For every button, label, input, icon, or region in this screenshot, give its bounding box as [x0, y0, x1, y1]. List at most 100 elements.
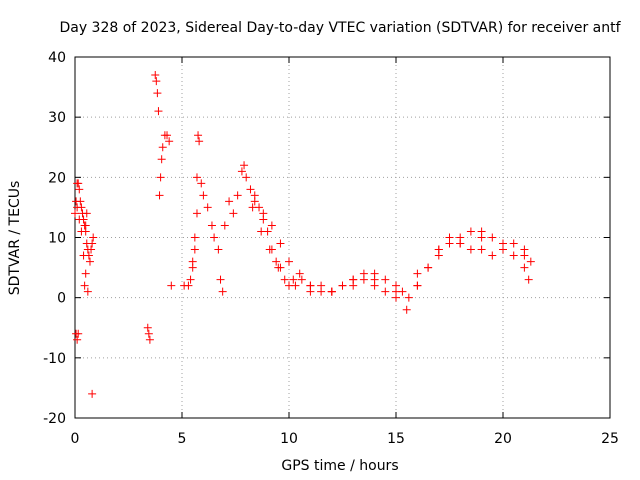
y-tick-label: -10 [43, 351, 66, 367]
data-point [203, 203, 212, 212]
y-tick-label: 20 [48, 170, 66, 186]
data-point [153, 89, 162, 98]
data-point [499, 239, 507, 248]
data-point [381, 287, 390, 296]
x-axis-label: GPS time / hours [281, 458, 398, 474]
data-point [381, 275, 390, 284]
y-tick-label: 10 [48, 231, 66, 247]
data-point [199, 191, 208, 200]
x-tick-label: 5 [178, 431, 187, 447]
data-point [81, 269, 90, 278]
data-point [145, 335, 154, 344]
data-point [186, 275, 195, 284]
data-point [229, 209, 238, 218]
data-point [190, 233, 199, 242]
data-point [289, 275, 298, 284]
data-point [306, 287, 315, 296]
y-tick-label: 30 [48, 110, 66, 126]
data-point [404, 293, 413, 302]
data-point [167, 281, 176, 290]
data-point [274, 263, 283, 272]
data-point [488, 233, 497, 242]
data-point [392, 287, 400, 296]
data-point [163, 131, 172, 140]
data-point [413, 269, 422, 278]
data-point [83, 287, 92, 296]
data-point [88, 239, 97, 248]
chart-title: Day 328 of 2023, Sidereal Day-to-day VTE… [59, 20, 621, 36]
data-point [338, 281, 347, 290]
data-point [445, 239, 454, 248]
data-point [225, 197, 234, 206]
y-tick-label: 0 [57, 291, 66, 307]
data-point [195, 137, 204, 146]
data-point [370, 275, 379, 284]
data-point [297, 275, 306, 284]
data-point [79, 251, 88, 260]
data-point [75, 215, 84, 224]
data-point [402, 305, 411, 314]
data-point [509, 239, 518, 248]
data-point [194, 131, 203, 140]
data-point [276, 239, 285, 248]
y-tick-label: 40 [48, 50, 66, 66]
data-point [151, 71, 160, 80]
data-point [154, 107, 163, 116]
data-point [424, 263, 433, 272]
data-point [197, 179, 206, 188]
data-point [488, 251, 497, 260]
data-point [242, 173, 251, 182]
data-point [280, 275, 289, 284]
data-point [466, 227, 475, 236]
data-point [456, 239, 465, 248]
data-point [359, 275, 368, 284]
data-point [250, 197, 259, 206]
data-point [477, 233, 486, 242]
x-tick-label: 20 [494, 431, 512, 447]
data-point [291, 281, 300, 290]
data-point [73, 203, 82, 212]
data-point [192, 173, 201, 182]
x-tick-label: 25 [601, 431, 619, 447]
data-point [246, 185, 255, 194]
data-point [80, 281, 89, 290]
x-tick-label: 0 [71, 431, 80, 447]
data-point [77, 227, 86, 236]
data-point [156, 173, 165, 182]
data-point [520, 263, 529, 272]
data-point [74, 329, 83, 338]
data-point [272, 257, 281, 266]
data-point [81, 221, 90, 230]
y-axis-label: SDTVAR / TECUs [7, 181, 23, 296]
data-point [89, 233, 98, 242]
data-point [257, 227, 266, 236]
data-point [214, 245, 223, 254]
data-point [434, 251, 443, 260]
data-point [82, 209, 91, 218]
data-point [220, 221, 229, 230]
data-point [76, 197, 85, 206]
data-point [524, 275, 533, 284]
data-point [233, 191, 242, 200]
data-point [248, 203, 257, 212]
data-point [157, 155, 166, 164]
x-tick-label: 15 [387, 431, 405, 447]
data-point [192, 209, 201, 218]
data-point [143, 323, 152, 332]
data-point [190, 245, 199, 254]
data-point [158, 143, 167, 152]
data-point [210, 233, 219, 242]
data-point [509, 251, 518, 260]
data-point [237, 167, 246, 176]
data-point [317, 287, 326, 296]
data-point [285, 257, 293, 266]
data-point [75, 185, 84, 194]
data-point [267, 221, 276, 230]
data-point [85, 257, 94, 266]
data-point [327, 287, 336, 296]
plot-frame [74, 56, 611, 419]
data-point [155, 191, 164, 200]
axis-ticks: 0 5 10 15 20 25 -20 -10 0 10 20 30 40 [43, 50, 619, 447]
y-tick-label: -20 [43, 411, 66, 427]
